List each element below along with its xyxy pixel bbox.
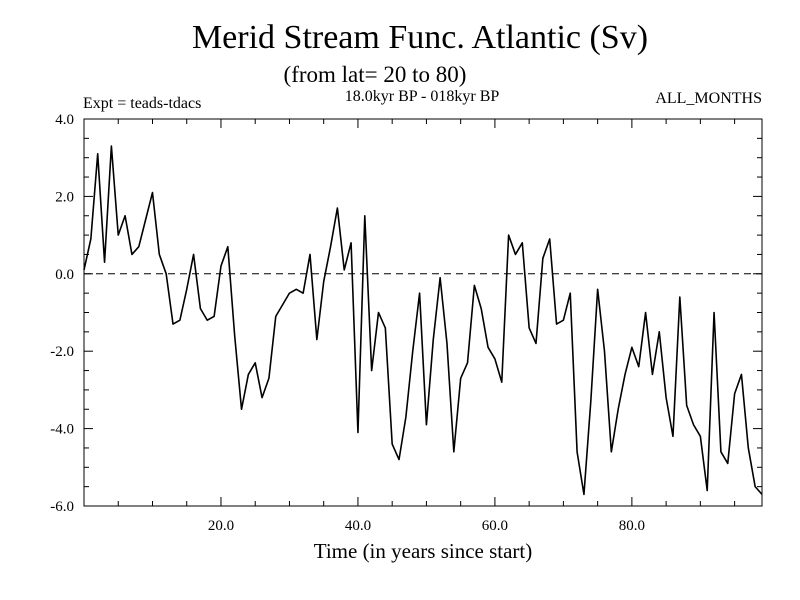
- chart-subtitle: (from lat= 20 to 80): [284, 62, 467, 87]
- y-tick-label: -6.0: [50, 499, 74, 515]
- ticks-group: 20.0 40.0 60.0 80.0 -6.0 -4.0 -2.0 0.0 2.0 4.0: [50, 112, 762, 534]
- x-tick-label: 80.0: [619, 518, 645, 534]
- axes: [83, 118, 763, 507]
- x-axis-label: Time (in years since start): [314, 539, 533, 563]
- plot-frame: [83, 118, 763, 507]
- y-tick-label: -2.0: [50, 344, 74, 360]
- x-tick-label: 20.0: [208, 518, 234, 534]
- experiment-label: Expt = teads-tdacs: [83, 95, 201, 112]
- months-label: ALL_MONTHS: [655, 90, 762, 107]
- y-tick-label: -4.0: [50, 422, 74, 438]
- y-tick-label: 2.0: [55, 189, 74, 205]
- series-line-0: [83, 145, 763, 496]
- x-tick-label: 40.0: [345, 518, 371, 534]
- y-tick-label: 0.0: [55, 267, 74, 283]
- chart-title: Merid Stream Func. Atlantic (Sv): [192, 19, 648, 56]
- series-group: [83, 145, 763, 496]
- y-tick-label: 4.0: [55, 112, 74, 128]
- period-label: 18.0kyr BP - 018kyr BP: [345, 88, 500, 105]
- x-tick-label: 60.0: [482, 518, 508, 534]
